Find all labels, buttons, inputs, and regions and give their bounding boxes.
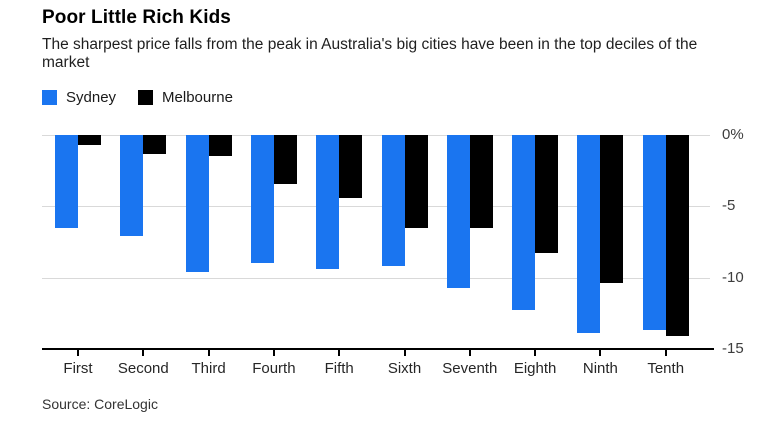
x-axis-tick (142, 350, 145, 356)
x-tick-label-fifth: Fifth (324, 360, 354, 377)
x-axis-tick (468, 350, 471, 356)
bar-sydney-first (55, 135, 78, 228)
x-axis-tick (403, 350, 406, 356)
y-tick-label: -5 (722, 197, 736, 215)
bar-melbourne-second (143, 135, 167, 154)
bar-melbourne-tenth (665, 135, 689, 337)
x-axis-line (42, 348, 714, 350)
x-tick-label-eighth: Eighth (513, 360, 557, 377)
x-axis-tick (207, 350, 210, 356)
bar-sydney-fifth (316, 135, 340, 270)
legend-swatch-sydney (42, 90, 57, 105)
x-tick-label-ninth: Ninth (582, 360, 618, 377)
page-title: Poor Little Rich Kids (42, 7, 231, 28)
legend: Sydney Melbourne (42, 89, 233, 106)
bar-melbourne-sixth (404, 135, 428, 228)
x-tick-label-tenth: Tenth (647, 360, 685, 377)
x-axis-tick (77, 350, 79, 356)
x-tick-label-first: First (63, 360, 93, 377)
x-tick-label-fourth: Fourth (252, 360, 296, 377)
x-tick-label-second: Second (117, 360, 169, 377)
bar-melbourne-eighth (535, 135, 559, 254)
legend-label: Sydney (66, 89, 117, 106)
chart-subtitle: The sharpest price falls from the peak i… (42, 36, 698, 71)
legend-item-sydney: Sydney (42, 89, 116, 106)
x-tick-label-sixth: Sixth (387, 360, 422, 377)
gridline--10 (42, 277, 710, 279)
y-tick-label: -15 (722, 340, 744, 357)
legend-swatch-melbourne (138, 90, 154, 105)
x-axis-tick (272, 350, 275, 356)
bar-sydney-sixth (381, 135, 405, 267)
x-axis-tick (338, 350, 341, 356)
bar-melbourne-seventh (469, 135, 493, 228)
bar-sydney-eighth (512, 135, 536, 311)
legend-item-melbourne: Melbourne (138, 89, 233, 106)
bar-sydney-fourth (250, 135, 274, 264)
x-tick-label-third: Third (191, 360, 226, 377)
x-axis-tick (599, 350, 602, 356)
x-tick-label-seventh: Seventh (442, 360, 498, 377)
bar-melbourne-ninth (600, 135, 624, 284)
bar-melbourne-first (78, 135, 101, 145)
y-tick-label: 0% (722, 126, 744, 143)
plot-area: 0% -5 -10 -15 First Second Third Fourth Fifth Six… (42, 126, 744, 377)
y-tick-label: -10 (722, 268, 744, 286)
x-axis-tick (664, 350, 667, 356)
bar-sydney-ninth (577, 135, 601, 334)
bar-melbourne-fifth (339, 135, 363, 198)
bar-melbourne-third (208, 135, 232, 157)
x-axis-tick (534, 350, 537, 356)
bar-sydney-third (185, 135, 209, 272)
bar-sydney-seventh (446, 135, 470, 288)
legend-label: Melbourne (162, 89, 233, 106)
bar-sydney-second (120, 135, 144, 237)
gridline-0pct (42, 135, 710, 136)
bar-melbourne-fourth (273, 135, 297, 184)
bar-sydney-tenth (642, 135, 666, 331)
source-note: Source: CoreLogic (42, 396, 158, 412)
gridline--5 (42, 206, 710, 208)
